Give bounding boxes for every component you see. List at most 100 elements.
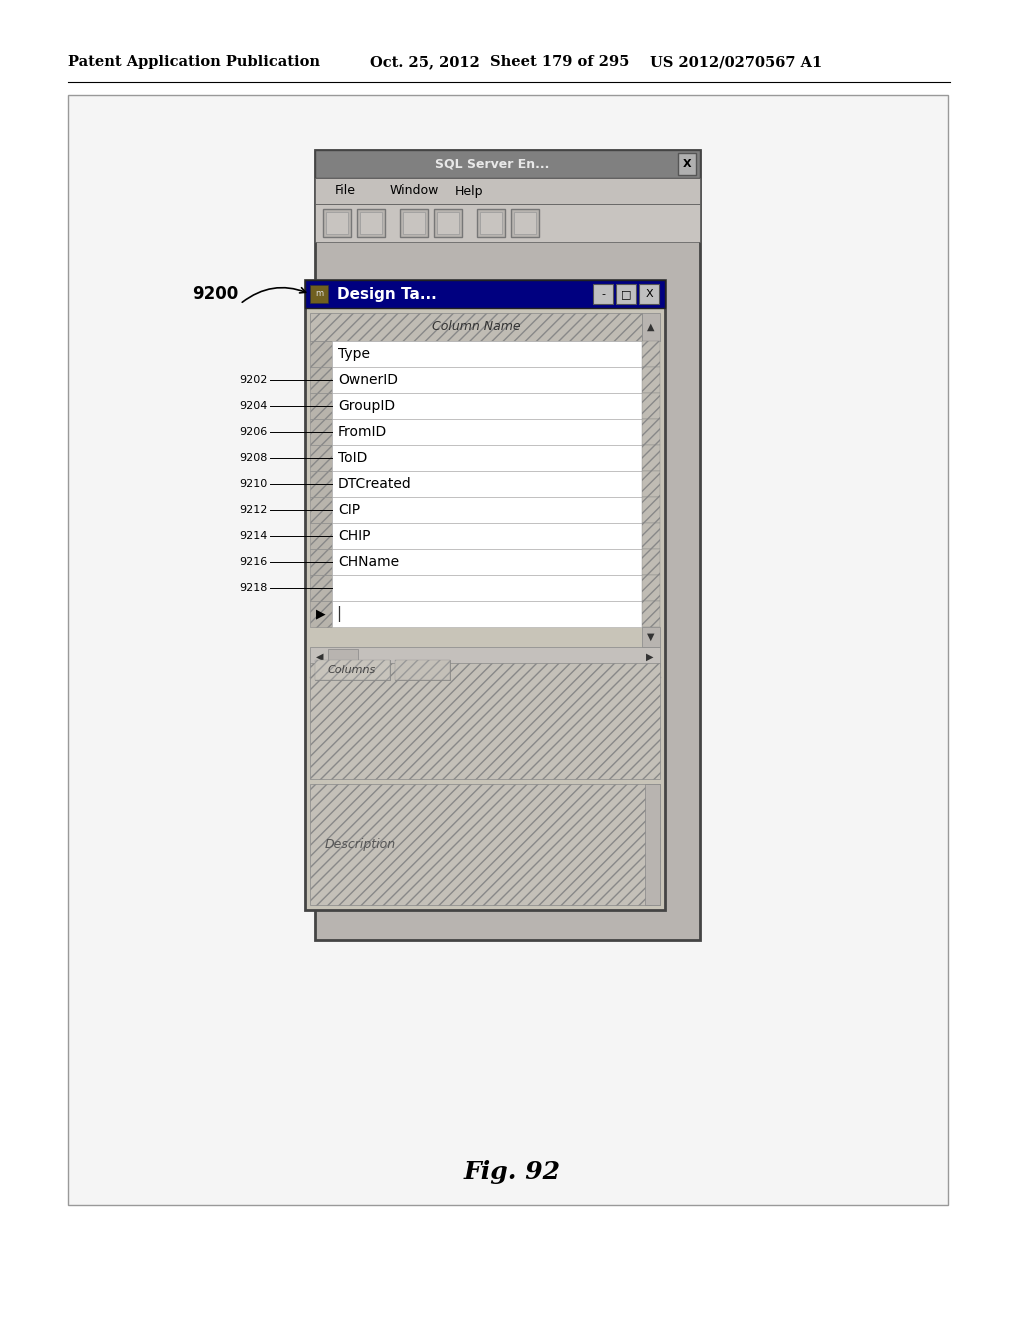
Bar <box>328 649 358 665</box>
Text: -: - <box>601 289 605 300</box>
Bar <box>639 284 659 304</box>
Bar <box>323 209 351 238</box>
Text: 9218: 9218 <box>240 583 268 593</box>
Bar <box>642 601 660 627</box>
Bar <box>315 150 700 178</box>
Bar <box>326 213 348 234</box>
Text: Patent Application Publication: Patent Application Publication <box>68 55 319 69</box>
Text: 9212: 9212 <box>240 506 268 515</box>
Bar <box>310 647 660 667</box>
Text: OwnerID: OwnerID <box>338 374 398 387</box>
Bar <box>310 784 660 906</box>
Text: CHName: CHName <box>338 554 399 569</box>
Bar <box>310 663 660 779</box>
Bar <box>310 549 332 576</box>
Bar <box>68 95 948 1205</box>
Bar <box>645 784 660 906</box>
Text: |: | <box>336 606 341 622</box>
Bar <box>332 418 642 445</box>
Text: □: □ <box>621 289 631 300</box>
Text: Design Ta...: Design Ta... <box>337 286 437 301</box>
Text: 9216: 9216 <box>240 557 268 568</box>
Bar <box>642 393 660 418</box>
Bar <box>315 205 700 242</box>
Text: X: X <box>683 158 691 169</box>
Bar <box>514 213 536 234</box>
Bar <box>310 285 328 304</box>
Bar <box>332 498 642 523</box>
Bar <box>332 576 642 601</box>
Text: CIP: CIP <box>338 503 360 517</box>
Text: 9202: 9202 <box>240 375 268 385</box>
Text: 9204: 9204 <box>240 401 268 411</box>
Bar <box>305 280 665 308</box>
Bar <box>642 549 660 576</box>
Bar <box>332 549 642 576</box>
Bar <box>332 341 642 367</box>
Text: Description: Description <box>325 838 396 851</box>
Text: Oct. 25, 2012: Oct. 25, 2012 <box>370 55 480 69</box>
Text: SQL Server En...: SQL Server En... <box>435 157 550 170</box>
Text: X: X <box>645 289 653 300</box>
Text: Column Name: Column Name <box>432 321 520 334</box>
Text: DTCreated: DTCreated <box>338 477 412 491</box>
Bar <box>305 280 665 909</box>
Bar <box>395 660 450 680</box>
Bar <box>310 471 332 498</box>
Text: Sheet 179 of 295: Sheet 179 of 295 <box>490 55 630 69</box>
Text: Fig. 92: Fig. 92 <box>464 1160 560 1184</box>
Bar <box>642 367 660 393</box>
Bar <box>480 213 502 234</box>
Text: 9210: 9210 <box>240 479 268 488</box>
Text: FromID: FromID <box>338 425 387 440</box>
Bar <box>332 523 642 549</box>
Text: ToID: ToID <box>338 451 368 465</box>
Bar <box>511 209 539 238</box>
Bar <box>310 393 332 418</box>
Text: ▼: ▼ <box>647 632 654 642</box>
Bar <box>357 209 385 238</box>
Bar <box>642 627 660 647</box>
Text: Columns: Columns <box>328 665 376 675</box>
Bar <box>642 418 660 445</box>
Bar <box>437 213 459 234</box>
Bar <box>332 367 642 393</box>
Text: Type: Type <box>338 347 370 360</box>
Text: ▲: ▲ <box>647 322 654 333</box>
Bar <box>642 445 660 471</box>
Text: Help: Help <box>455 185 483 198</box>
Text: ▶: ▶ <box>316 607 326 620</box>
Bar <box>310 601 332 627</box>
Bar <box>642 523 660 549</box>
Bar <box>315 660 390 680</box>
Bar <box>310 313 642 341</box>
Bar <box>310 498 332 523</box>
Bar <box>395 660 450 680</box>
Bar <box>642 313 660 341</box>
Bar <box>400 209 428 238</box>
Bar <box>332 471 642 498</box>
Text: US 2012/0270567 A1: US 2012/0270567 A1 <box>650 55 822 69</box>
Bar <box>642 341 660 367</box>
Bar <box>616 284 636 304</box>
Text: Window: Window <box>390 185 439 198</box>
Bar <box>434 209 462 238</box>
Bar <box>642 576 660 601</box>
Bar <box>477 209 505 238</box>
Text: 9214: 9214 <box>240 531 268 541</box>
Bar <box>310 418 332 445</box>
Bar <box>310 367 332 393</box>
Bar <box>310 523 332 549</box>
Bar <box>593 284 613 304</box>
Bar <box>678 153 696 176</box>
Bar <box>315 178 700 205</box>
Text: CHIP: CHIP <box>338 529 371 543</box>
Text: 9208: 9208 <box>240 453 268 463</box>
Text: 9206: 9206 <box>240 426 268 437</box>
Text: File: File <box>335 185 356 198</box>
Text: GroupID: GroupID <box>338 399 395 413</box>
Bar <box>310 341 332 367</box>
Text: 9200: 9200 <box>193 285 239 304</box>
Bar <box>360 213 382 234</box>
Bar <box>310 576 332 601</box>
